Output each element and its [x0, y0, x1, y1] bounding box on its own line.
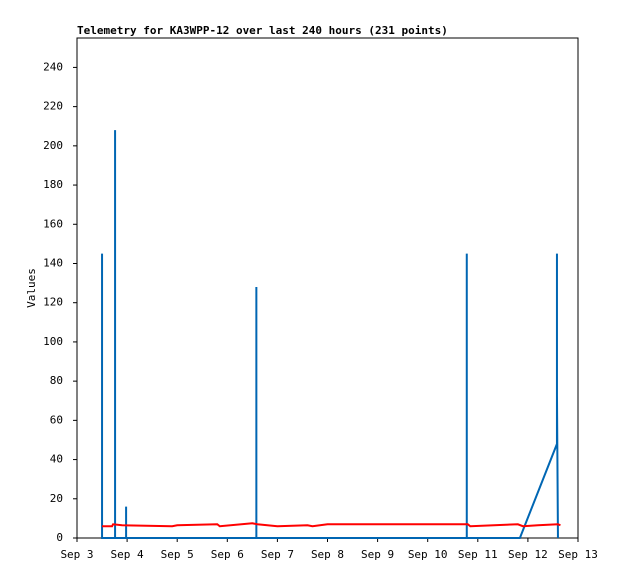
x-tick-label: Sep 7 — [261, 548, 294, 561]
x-tick-label: Sep 13 — [558, 548, 598, 561]
y-tick-label: 0 — [56, 531, 63, 544]
x-tick-label: Sep 9 — [361, 548, 394, 561]
y-tick-label: 240 — [43, 60, 63, 73]
plot-frame — [76, 37, 579, 539]
y-axis-label: Values — [25, 268, 38, 308]
y-tick-label: 60 — [50, 413, 63, 426]
y-tick-label: 100 — [43, 335, 63, 348]
x-tick-label: Sep 10 — [408, 548, 448, 561]
series-line — [101, 130, 559, 539]
y-tick-label: 140 — [43, 256, 63, 269]
x-tick-label: Sep 5 — [161, 548, 194, 561]
y-tick-label: 80 — [50, 374, 63, 387]
y-tick-label: 180 — [43, 178, 63, 191]
series-line — [102, 522, 561, 528]
y-tick-label: 160 — [43, 217, 63, 230]
x-tick-label: Sep 12 — [508, 548, 548, 561]
y-tick-label: 200 — [43, 139, 63, 152]
x-tick-label: Sep 11 — [458, 548, 498, 561]
y-tick-label: 20 — [50, 492, 63, 505]
x-tick-label: Sep 8 — [311, 548, 344, 561]
x-tick-label: Sep 3 — [60, 548, 93, 561]
x-tick-label: Sep 6 — [211, 548, 244, 561]
x-tick-label: Sep 4 — [111, 548, 144, 561]
chart-title: Telemetry for KA3WPP-12 over last 240 ho… — [77, 24, 448, 37]
y-tick-label: 40 — [50, 453, 63, 466]
y-tick-label: 220 — [43, 100, 63, 113]
y-tick-label: 120 — [43, 296, 63, 309]
